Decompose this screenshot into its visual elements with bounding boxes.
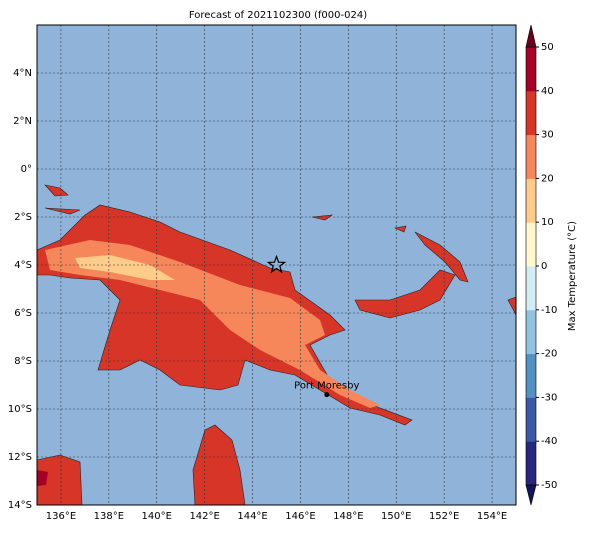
title: Forecast of 2021102300 (f000-024) xyxy=(189,10,367,21)
colorbar-tick-label: -20 xyxy=(541,349,557,360)
lat-label: 8°S xyxy=(14,356,32,367)
colorbar-tick-label: -40 xyxy=(541,436,557,447)
colorbar-band xyxy=(526,90,536,136)
colorbar-band xyxy=(526,397,536,442)
cape-york xyxy=(192,424,246,506)
lat-label: 4°N xyxy=(13,68,32,79)
city-dot xyxy=(324,392,330,398)
colorbar-tick-label: 50 xyxy=(541,42,554,53)
colorbar-band xyxy=(526,309,536,355)
colorbar-band xyxy=(526,134,536,179)
lon-label: 154°E xyxy=(477,511,507,522)
colorbar-tick-label: -50 xyxy=(541,480,557,491)
colorbar-tick-label: 20 xyxy=(541,173,554,184)
colorbar-tick-label: -10 xyxy=(541,305,557,316)
colorbar-tick-label: 10 xyxy=(541,217,554,228)
lat-label: 12°S xyxy=(8,452,32,463)
lon-label: 140°E xyxy=(142,511,172,522)
lon-label: 142°E xyxy=(189,511,219,522)
lon-label: 136°E xyxy=(46,511,76,522)
new-ireland xyxy=(414,231,469,283)
hot-spot xyxy=(37,470,48,486)
colorbar-band xyxy=(526,353,536,398)
lon-label: 138°E xyxy=(94,511,124,522)
colorbar-tick-label: 0 xyxy=(541,261,547,272)
islands xyxy=(44,184,517,316)
colorbar-band xyxy=(526,266,536,311)
land xyxy=(36,184,517,506)
lon-label: 144°E xyxy=(237,511,267,522)
colorbar-band xyxy=(526,441,536,486)
colorbar-over xyxy=(525,24,537,48)
colorbar-tick-label: 30 xyxy=(541,130,554,141)
colorbar-under xyxy=(525,484,537,506)
lon-label: 150°E xyxy=(381,511,411,522)
colorbar-tick-label: 40 xyxy=(541,86,554,97)
lon-label: 146°E xyxy=(285,511,315,522)
new-britain xyxy=(354,269,456,319)
lat-label: 6°S xyxy=(14,308,32,319)
graticule xyxy=(37,25,516,506)
lon-label: 148°E xyxy=(333,511,363,522)
map-frame xyxy=(36,24,517,506)
colorbar-band xyxy=(526,222,536,267)
lat-label: 4°S xyxy=(14,260,32,271)
colorbar-tick-label: -30 xyxy=(541,392,557,403)
city-label: Port Moresby xyxy=(294,381,359,392)
lon-label: 152°E xyxy=(429,511,459,522)
highlands xyxy=(75,255,175,280)
lat-label: 2°S xyxy=(14,212,32,223)
colorbar-label: Max Temperature (°C) xyxy=(567,221,578,331)
colorbar-band xyxy=(526,178,536,223)
interior-warm xyxy=(45,240,380,408)
lat-label: 0° xyxy=(21,164,32,175)
lat-label: 2°N xyxy=(13,116,32,127)
colorbar-band xyxy=(526,47,536,92)
lat-label: 14°S xyxy=(8,500,32,511)
lat-label: 10°S xyxy=(8,404,32,415)
star-marker xyxy=(266,254,287,274)
